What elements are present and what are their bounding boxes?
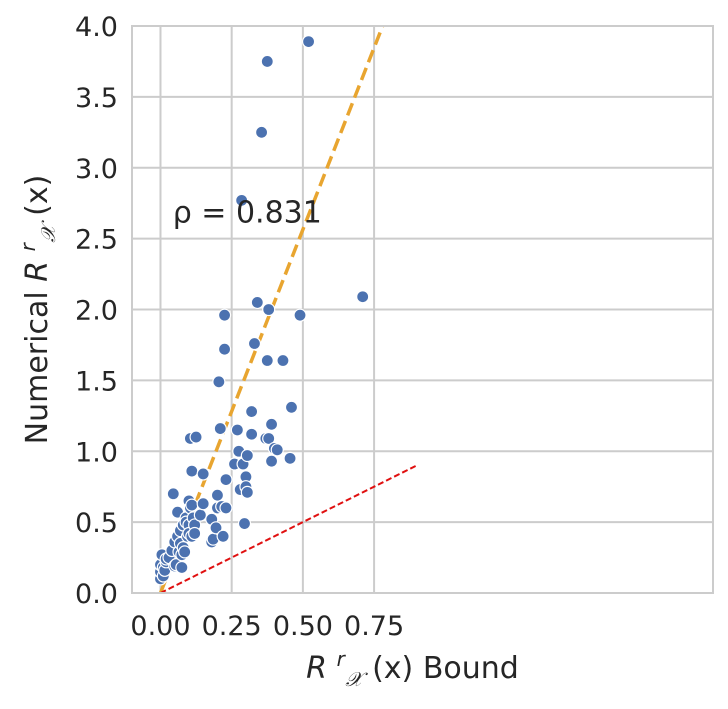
data-point-55 xyxy=(219,473,233,487)
data-point-76 xyxy=(262,302,276,317)
data-point-41 xyxy=(196,497,210,511)
y-tick-label-0: 0.0 xyxy=(75,579,118,610)
correlation-annotation: ρ = 0.831 xyxy=(173,195,322,230)
dashed-line-1 xyxy=(160,464,418,594)
data-point-85 xyxy=(293,308,307,322)
y-tick-label-7: 3.5 xyxy=(75,83,118,114)
data-point-72 xyxy=(254,125,269,139)
data-point-40 xyxy=(193,508,207,522)
data-point-78 xyxy=(264,454,279,468)
data-point-81 xyxy=(270,443,284,457)
data-point-84 xyxy=(284,400,299,414)
x-axis-label-sup: r xyxy=(337,647,347,671)
y-tick-label-8: 4.0 xyxy=(75,12,118,43)
data-point-53 xyxy=(217,308,232,322)
x-tick-label-2: 0.50 xyxy=(273,611,333,642)
data-point-63 xyxy=(237,516,252,531)
x-tick-label-3: 0.75 xyxy=(344,611,404,642)
y-axis-label-sup: r xyxy=(16,241,40,251)
data-point-11 xyxy=(166,487,180,501)
data-point-66 xyxy=(240,448,254,463)
y-tick-label-6: 3.0 xyxy=(75,154,118,185)
data-point-58 xyxy=(230,423,244,437)
y-tick-label-4: 2.0 xyxy=(75,296,118,327)
data-point-77 xyxy=(262,431,276,446)
data-point-50 xyxy=(213,421,227,436)
data-point-42 xyxy=(196,467,210,481)
y-axis-label-prefix: Numerical xyxy=(20,282,55,445)
x-axis-label-sub: 𝒳 xyxy=(345,667,368,691)
data-points xyxy=(153,34,370,586)
data-point-74 xyxy=(260,54,274,69)
data-point-46 xyxy=(209,521,223,535)
data-point-75 xyxy=(260,353,274,368)
y-tick-labels: 0.0 0.5 1.0 1.5 2.0 2.5 3.0 3.5 4.0 xyxy=(75,12,118,610)
data-point-47 xyxy=(210,488,225,502)
x-tick-label-1: 0.25 xyxy=(202,611,262,642)
plot-frame xyxy=(131,25,714,594)
data-point-56 xyxy=(219,501,233,515)
x-tick-labels: 0.00 0.25 0.50 0.75 xyxy=(130,611,404,642)
data-point-70 xyxy=(247,336,262,351)
y-tick-label-2: 1.0 xyxy=(75,437,118,468)
y-axis-label-base: R xyxy=(20,261,55,282)
data-point-33 xyxy=(185,464,199,478)
y-axis-label: Numerical R r 𝒳 (x) xyxy=(8,175,63,445)
data-point-86 xyxy=(301,34,316,49)
y-tick-label-3: 1.5 xyxy=(75,366,118,397)
x-axis-label-suffix: Bound xyxy=(423,651,519,686)
data-point-52 xyxy=(216,529,230,543)
data-point-83 xyxy=(283,451,297,465)
data-point-39 xyxy=(189,430,203,444)
x-axis-label: R r 𝒳 (x) Bound xyxy=(306,639,519,694)
y-axis-label-arg: (x) xyxy=(20,175,55,216)
data-point-82 xyxy=(276,353,290,368)
data-point-68 xyxy=(245,404,259,419)
data-point-67 xyxy=(240,485,254,499)
y-axis-label-sub: 𝒳 xyxy=(36,220,60,243)
data-point-79 xyxy=(264,417,279,431)
data-point-34 xyxy=(185,498,199,512)
data-point-21 xyxy=(175,560,189,575)
data-point-61 xyxy=(235,193,249,207)
x-tick-label-0: 0.00 xyxy=(130,611,190,642)
data-point-24 xyxy=(178,545,192,559)
y-tick-label-1: 0.5 xyxy=(75,508,118,539)
data-point-69 xyxy=(245,427,259,441)
data-point-71 xyxy=(250,295,264,310)
data-point-38 xyxy=(188,526,202,541)
x-axis-label-base: R xyxy=(306,651,327,686)
x-axis-label-arg: (x) xyxy=(372,651,413,686)
y-tick-label-5: 2.5 xyxy=(75,225,118,256)
data-point-87 xyxy=(356,290,370,304)
data-point-49 xyxy=(212,375,226,389)
data-point-54 xyxy=(217,342,232,356)
